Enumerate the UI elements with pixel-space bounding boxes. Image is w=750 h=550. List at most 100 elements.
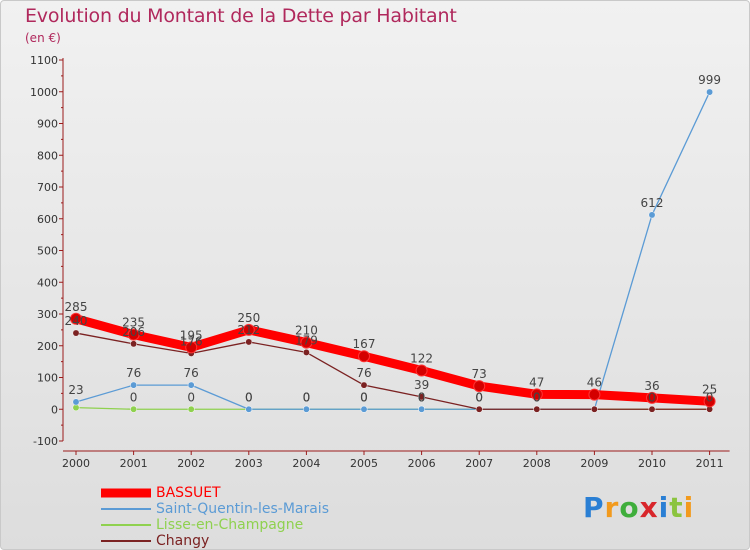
data-point bbox=[130, 381, 138, 389]
data-label: 176 bbox=[180, 334, 203, 348]
y-tick-label: 300 bbox=[37, 308, 58, 321]
data-label: 23 bbox=[68, 383, 83, 397]
x-tick-label: 2004 bbox=[292, 457, 320, 470]
series-line-changy bbox=[75, 332, 711, 410]
data-label: 0 bbox=[533, 390, 541, 404]
y-tick-label: 600 bbox=[37, 213, 58, 226]
y-tick-label: 200 bbox=[37, 340, 58, 353]
proxiti-logo: Proxiti bbox=[583, 491, 695, 524]
data-label: 195 bbox=[180, 328, 203, 342]
x-tick-label: 2001 bbox=[120, 457, 148, 470]
data-label: 0 bbox=[303, 390, 311, 404]
y-tick-label: 500 bbox=[37, 245, 58, 258]
x-tick-label: 2003 bbox=[235, 457, 263, 470]
legend-item: BASSUET bbox=[101, 485, 421, 501]
x-tick-label: 2009 bbox=[580, 457, 608, 470]
data-label: 179 bbox=[295, 333, 318, 347]
data-point bbox=[187, 405, 195, 413]
legend-swatch bbox=[101, 488, 151, 498]
data-point bbox=[530, 388, 543, 401]
data-point bbox=[130, 340, 138, 348]
y-tick-label: 100 bbox=[37, 372, 58, 385]
data-label: 240 bbox=[65, 314, 88, 328]
y-tick-label: 900 bbox=[37, 118, 58, 131]
data-label: 46 bbox=[587, 376, 602, 390]
data-point bbox=[358, 350, 370, 363]
data-label: 73 bbox=[472, 367, 487, 381]
data-point bbox=[360, 405, 368, 413]
series-line-saint-quentin-les-marais bbox=[75, 91, 711, 410]
data-label: 0 bbox=[648, 390, 656, 404]
data-point bbox=[475, 405, 483, 413]
legend-item: Lisse-en-Champagne bbox=[101, 517, 421, 533]
legend-item: Changy bbox=[101, 533, 421, 549]
data-label: 235 bbox=[122, 316, 145, 330]
data-label: 25 bbox=[702, 382, 717, 396]
data-label: 210 bbox=[295, 324, 318, 338]
data-label: 76 bbox=[126, 366, 141, 380]
data-point bbox=[706, 88, 714, 96]
unit-label: (en €) bbox=[25, 31, 61, 45]
data-point bbox=[590, 405, 598, 413]
x-tick-label: 2006 bbox=[408, 457, 436, 470]
x-tick-label: 2007 bbox=[465, 457, 493, 470]
data-label: 0 bbox=[130, 390, 138, 404]
data-label: 0 bbox=[418, 390, 426, 404]
data-label: 0 bbox=[418, 390, 426, 404]
data-point bbox=[418, 405, 426, 413]
data-point bbox=[703, 395, 716, 408]
data-label: 0 bbox=[187, 390, 195, 404]
data-point bbox=[533, 405, 541, 413]
data-point bbox=[72, 329, 80, 337]
data-point bbox=[72, 398, 80, 406]
data-label: 167 bbox=[353, 337, 376, 351]
data-label: 36 bbox=[644, 379, 659, 393]
data-point bbox=[242, 323, 255, 336]
data-point bbox=[245, 338, 253, 346]
data-point bbox=[300, 336, 313, 349]
data-label: 285 bbox=[65, 300, 88, 314]
y-tick-label: 0 bbox=[51, 403, 58, 416]
data-point bbox=[418, 393, 426, 401]
data-point bbox=[646, 391, 658, 404]
data-point bbox=[648, 211, 656, 219]
data-label: 612 bbox=[641, 196, 664, 210]
data-label: 0 bbox=[533, 390, 541, 404]
data-point bbox=[302, 405, 310, 413]
data-label: 47 bbox=[529, 375, 544, 389]
data-label: 122 bbox=[410, 352, 433, 366]
data-point bbox=[187, 381, 195, 389]
data-point bbox=[360, 381, 368, 389]
legend-item: Saint-Quentin-les-Marais bbox=[101, 501, 421, 517]
legend: BASSUET Saint-Quentin-les-Marais Lisse-en-… bbox=[101, 485, 421, 549]
data-label: 0 bbox=[245, 390, 253, 404]
legend-label: Saint-Quentin-les-Marais bbox=[156, 501, 329, 517]
y-tick-label: 700 bbox=[37, 181, 58, 194]
data-point bbox=[130, 405, 138, 413]
data-point bbox=[648, 405, 656, 413]
y-tick-label: 1000 bbox=[30, 86, 58, 99]
y-tick-label: 1100 bbox=[30, 54, 58, 67]
data-point bbox=[127, 328, 140, 341]
legend-swatch bbox=[101, 524, 151, 526]
y-tick-label: 400 bbox=[37, 276, 58, 289]
series-line-bassuet bbox=[71, 314, 715, 406]
data-label: 206 bbox=[122, 325, 145, 339]
data-label: 212 bbox=[237, 323, 260, 337]
y-tick-label: 800 bbox=[37, 149, 58, 162]
data-point bbox=[415, 364, 428, 377]
data-label: 0 bbox=[706, 390, 714, 404]
legend-label: BASSUET bbox=[156, 485, 221, 501]
data-point bbox=[588, 388, 601, 401]
data-label: 39 bbox=[414, 378, 429, 392]
data-label: 0 bbox=[475, 390, 483, 404]
x-tick-label: 2008 bbox=[523, 457, 551, 470]
legend-swatch bbox=[101, 508, 151, 510]
y-tick-label: -100 bbox=[33, 435, 58, 448]
x-tick-label: 2011 bbox=[696, 457, 724, 470]
data-point bbox=[473, 380, 486, 393]
data-label: 0 bbox=[360, 390, 368, 404]
data-label: 0 bbox=[475, 390, 483, 404]
legend-label: Changy bbox=[156, 533, 210, 549]
